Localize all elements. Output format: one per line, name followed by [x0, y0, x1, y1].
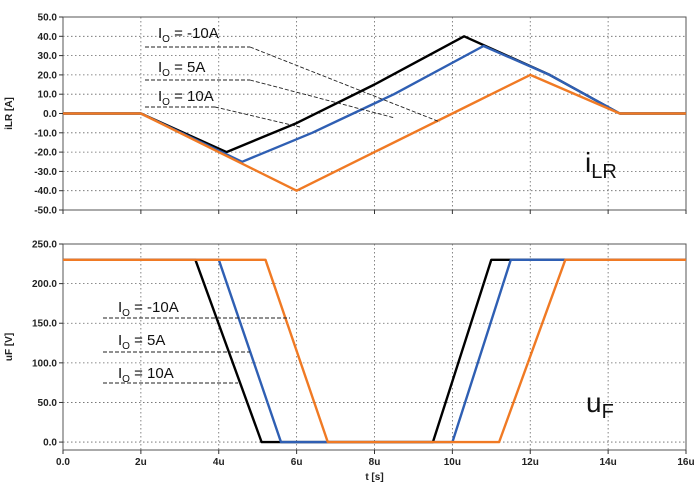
y-tick-label: 250.0 — [32, 240, 57, 251]
annotation-sub: O — [162, 34, 170, 45]
annotation-main: I — [158, 88, 162, 105]
annotation-leader — [249, 46, 441, 123]
annotation-value: = 10A — [130, 365, 174, 382]
x-tick-label: 12u — [522, 457, 539, 468]
x-tick-label: 2u — [135, 457, 147, 468]
signal-name-label: uF — [586, 387, 614, 423]
annotation-label: IO = 10A — [118, 365, 174, 385]
annotation-main: I — [118, 299, 122, 316]
y-tick-label: 20.0 — [38, 70, 58, 81]
y-tick-label: 50.0 — [38, 13, 58, 24]
annotation-value: = 5A — [130, 332, 165, 349]
signal-name-sub: F — [602, 401, 614, 423]
series-line-2 — [63, 258, 686, 444]
y-tick-label: -50.0 — [34, 206, 57, 217]
x-axis-label: t [s] — [365, 472, 383, 483]
annotation-leader — [249, 79, 396, 119]
x-tick-label: 16u — [677, 457, 694, 468]
annotation-label: IO = -10A — [158, 25, 219, 45]
y-tick-label: 150.0 — [32, 319, 57, 330]
x-tick-label: 10u — [444, 457, 461, 468]
y-tick-label: 50.0 — [38, 398, 58, 409]
y-tick-label: -40.0 — [34, 186, 57, 197]
y-tick-label: 30.0 — [38, 51, 58, 62]
y-axis-label: uF [V] — [4, 333, 15, 361]
annotation-main: I — [158, 59, 162, 76]
annotation-sub: O — [122, 308, 130, 319]
annotation-label: IO = 10A — [158, 88, 214, 108]
y-tick-label: -20.0 — [34, 148, 57, 159]
annotation-value: = 5A — [170, 59, 205, 76]
x-tick-label: 6u — [291, 457, 303, 468]
annotation-main: I — [118, 365, 122, 382]
series-line-2 — [63, 73, 686, 192]
annotation-value: = 10A — [170, 88, 214, 105]
y-tick-label: 0.0 — [43, 109, 57, 120]
x-tick-label: 4u — [213, 457, 225, 468]
y-tick-label: 100.0 — [32, 358, 57, 369]
x-tick-label: 8u — [369, 457, 381, 468]
y-tick-label: -10.0 — [34, 128, 57, 139]
y-tick-label: -30.0 — [34, 167, 57, 178]
y-tick-label: 0.0 — [43, 438, 57, 449]
y-axis-label: iLR [A] — [4, 97, 15, 130]
annotation-main: I — [118, 332, 122, 349]
annotation-label: IO = -10A — [118, 299, 179, 319]
annotation-sub: O — [122, 374, 130, 385]
annotation-sub: O — [162, 68, 170, 79]
y-tick-label: 200.0 — [32, 279, 57, 290]
annotation-main: I — [158, 25, 162, 42]
annotation-label: IO = 5A — [158, 59, 205, 79]
x-tick-label: 0.0 — [56, 457, 70, 468]
signal-name-main: u — [586, 387, 602, 418]
annotation-label: IO = 5A — [118, 332, 165, 352]
y-tick-label: 10.0 — [38, 90, 58, 101]
signal-name-main: i — [585, 147, 591, 178]
signal-name-sub: LR — [591, 161, 617, 183]
annotation-leader — [214, 106, 301, 128]
annotation-value: = -10A — [130, 299, 179, 316]
annotation-sub: O — [162, 97, 170, 108]
annotation-value: = -10A — [170, 25, 219, 42]
x-tick-label: 14u — [600, 457, 617, 468]
signal-name-label: iLR — [585, 147, 617, 183]
y-tick-label: 40.0 — [38, 32, 58, 43]
annotation-sub: O — [122, 341, 130, 352]
